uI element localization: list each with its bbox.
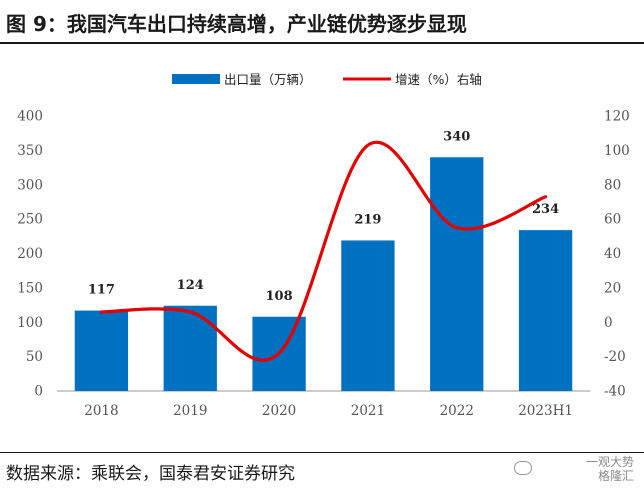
- legend: 出口量（万辆） 增速（%）右轴: [172, 72, 482, 87]
- x-tick-label: 2023H1: [518, 403, 573, 419]
- y-left-tick-label: 150: [17, 280, 43, 296]
- y-left-tick-label: 100: [17, 315, 43, 331]
- bar-data-label: 234: [532, 202, 559, 217]
- axes: 0 50 100 150 200 250 300 350 400 -40 -20 0 20 40 60 80 1…: [17, 109, 630, 420]
- y-right-tick-label: 80: [604, 177, 621, 193]
- bars: [74, 157, 573, 391]
- source-text: 数据来源：乘联会，国泰君安证券研究: [6, 464, 295, 484]
- x-tick-label: 2021: [351, 403, 385, 419]
- y-left-tick-label: 200: [17, 246, 43, 262]
- y-right-tick-label: 40: [604, 246, 621, 262]
- bar-data-label: 124: [177, 278, 204, 293]
- y-left-tick-label: 250: [17, 212, 43, 228]
- legend-bar-label: 出口量（万辆）: [224, 72, 312, 87]
- x-tick-label: 2020: [262, 403, 296, 419]
- y-left-tick-label: 0: [34, 384, 43, 400]
- y-left-tick-label: 300: [17, 177, 43, 193]
- source-bar: 数据来源：乘联会，国泰君安证券研究 一观大势 格隆汇: [0, 452, 644, 489]
- y-left-tick-label: 50: [26, 349, 43, 365]
- bar: [74, 310, 129, 391]
- y-left-tick-label: 350: [17, 143, 43, 159]
- watermark: 一观大势 格隆汇: [586, 455, 634, 483]
- x-tick-label: 2022: [440, 403, 474, 419]
- chart-title: 图 9：我国汽车出口持续高增，产业链优势逐步显现: [6, 12, 467, 36]
- y-right-tick-label: 60: [604, 212, 621, 228]
- bar-data-label: 108: [266, 289, 293, 304]
- y-right-tick-label: 100: [604, 143, 630, 159]
- y-right-tick-label: 0: [604, 315, 613, 331]
- legend-line-label: 增速（%）右轴: [395, 72, 482, 87]
- growth-series-line: [99, 140, 548, 362]
- legend-bar-swatch: [172, 74, 220, 84]
- bar: [163, 305, 217, 391]
- y-right-tick-label: 120: [604, 109, 630, 125]
- bar-labels: 117 124 108 219 340 234: [88, 129, 559, 304]
- bar: [341, 240, 395, 391]
- bar-data-label: 117: [88, 283, 115, 298]
- chart: 出口量（万辆） 增速（%）右轴 050100150200250300350400…: [17, 72, 630, 420]
- bar-data-label: 340: [443, 129, 470, 144]
- wechat-icon: [514, 461, 532, 475]
- y-right-tick-label: 20: [604, 280, 621, 296]
- watermark-line1: 一观大势: [585, 455, 634, 469]
- y-left-tick-label: 400: [17, 109, 43, 125]
- watermark-line2: 格隆汇: [597, 469, 634, 483]
- bar: [430, 157, 484, 391]
- bar-data-label: 219: [354, 212, 381, 227]
- y-right-tick-label: -40: [604, 384, 626, 400]
- title-bar: 图 9：我国汽车出口持续高增，产业链优势逐步显现: [0, 0, 644, 44]
- x-tick-label: 2018: [84, 403, 118, 419]
- bar: [518, 230, 573, 391]
- growth-line: [99, 140, 548, 362]
- x-tick-label: 2019: [173, 403, 207, 419]
- y-right-tick-label: -20: [604, 349, 626, 365]
